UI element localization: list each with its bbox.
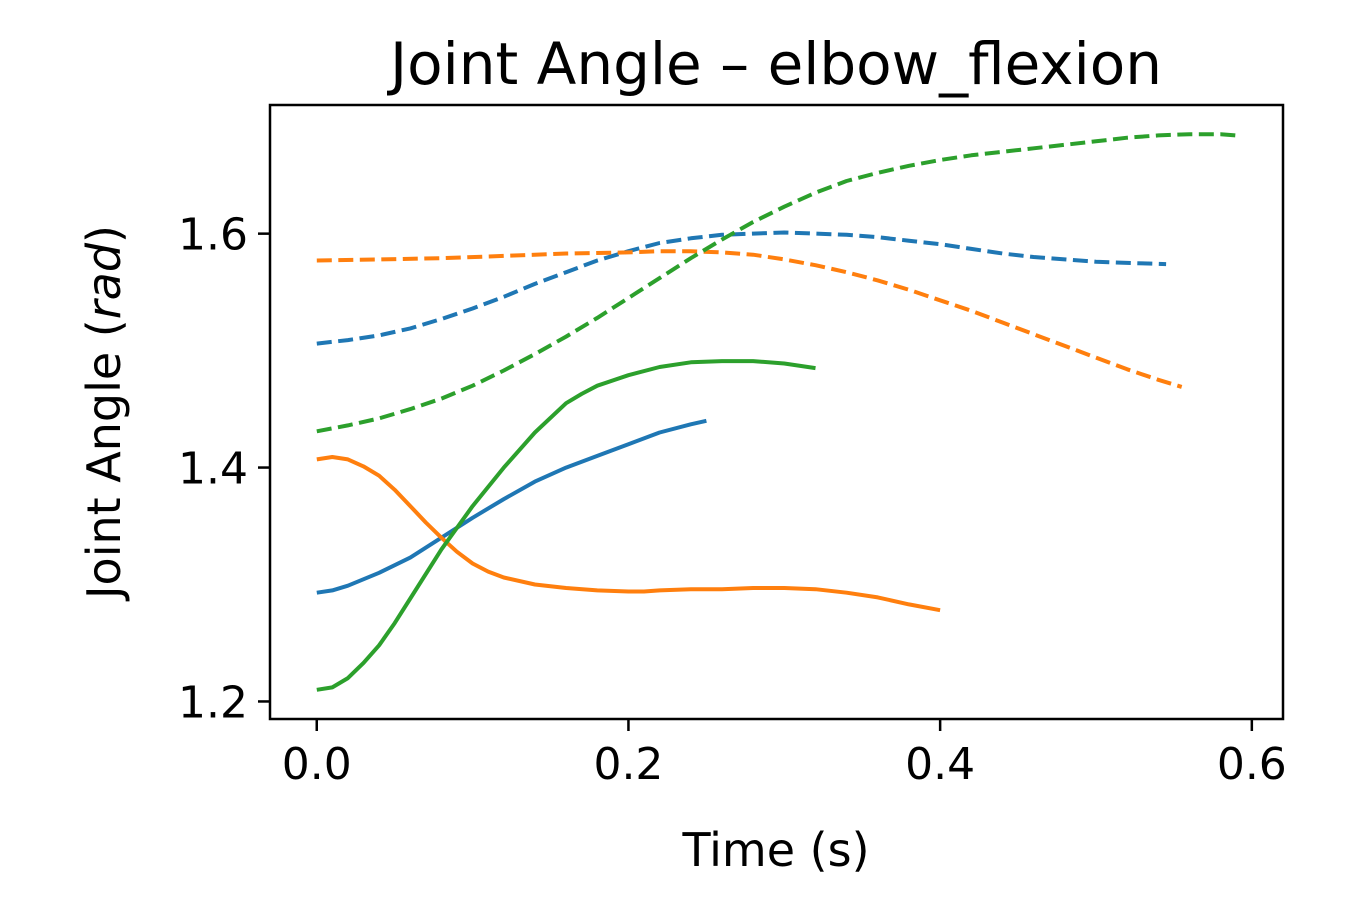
y-axis-label-unit: rad [77,242,131,319]
y-tick-label: 1.6 [178,210,248,261]
x-tick-label: 0.0 [282,739,352,790]
series-line-6 [316,132,1237,434]
x-tick-label: 0.6 [1217,739,1287,790]
y-axis-label-prefix: Joint Angle ( [77,319,131,602]
series-line-5 [316,249,1183,389]
series-layer [316,132,1237,692]
series-line-4 [316,230,1167,346]
y-axis-label: Joint Angle (rad) [77,225,131,602]
x-tick-label: 0.2 [593,739,663,790]
x-axis-label: Time (s) [681,823,869,877]
chart-title: Joint Angle – elbow_flexion [387,30,1162,98]
series-line-3 [316,359,816,692]
x-tick-label: 0.4 [905,739,975,790]
y-axis-label-suffix: ) [77,225,131,243]
y-tick-label: 1.4 [178,444,248,495]
y-tick-label: 1.2 [178,677,248,728]
series-line-2 [316,455,941,613]
tick-layer: 0.0 0.2 0.4 0.6 1.2 1.4 1.6 [178,210,1287,790]
series-line-1 [316,418,707,595]
plot-frame [268,103,1285,721]
